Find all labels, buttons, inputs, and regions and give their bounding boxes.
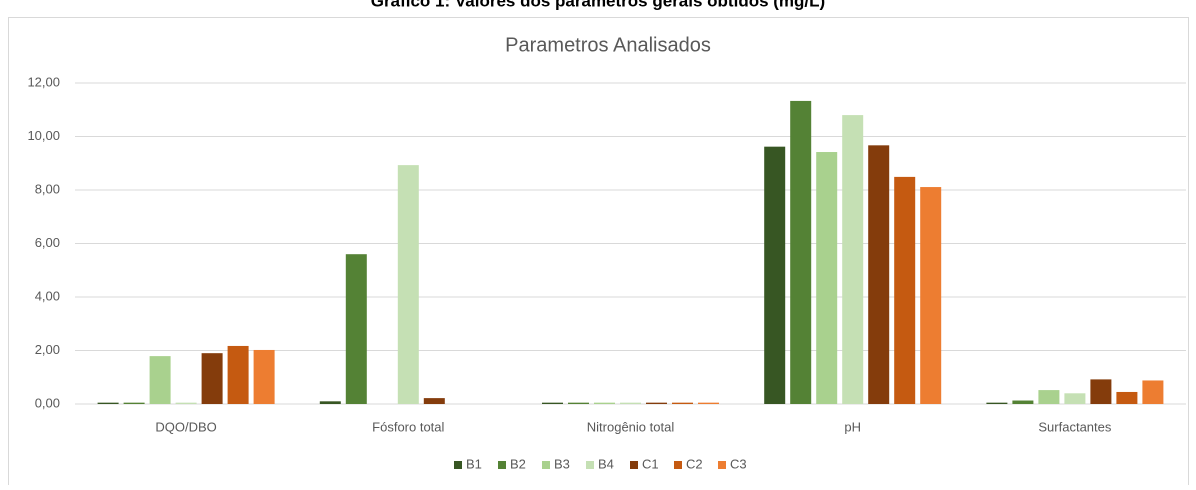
bar	[149, 356, 171, 404]
y-tick-label: 8,00	[35, 181, 60, 196]
bar	[894, 176, 916, 404]
legend-label: B4	[598, 456, 614, 471]
bar	[1064, 393, 1086, 404]
y-tick-label: 12,00	[27, 74, 60, 89]
bar	[175, 402, 197, 404]
bar	[1142, 380, 1164, 404]
bar	[1090, 379, 1112, 404]
legend-swatch	[586, 461, 594, 469]
bar	[672, 402, 693, 404]
bar	[345, 254, 367, 404]
x-tick-label: Surfactantes	[1038, 419, 1111, 434]
chart-title: Parametros Analisados	[505, 34, 711, 56]
bar	[397, 165, 419, 404]
legend-label: B2	[510, 456, 526, 471]
bar	[568, 402, 589, 404]
x-tick-label: pH	[844, 419, 861, 434]
legend-swatch	[542, 461, 550, 469]
bar	[790, 100, 812, 405]
legend-label: B3	[554, 456, 570, 471]
heading: Gráfico 1: Valores dos parâmetros gerais…	[371, 0, 825, 10]
x-tick-label: Nitrogênio total	[587, 419, 675, 434]
bar	[201, 353, 223, 404]
bar	[698, 402, 719, 404]
bar	[620, 402, 641, 404]
y-tick-label: 0,00	[35, 395, 60, 410]
y-tick-label: 10,00	[27, 128, 60, 143]
bar	[423, 398, 445, 404]
bar	[253, 349, 275, 404]
legend-label: C3	[730, 456, 747, 471]
bar	[97, 402, 119, 404]
bar	[123, 402, 145, 404]
bar	[842, 115, 864, 404]
bar	[319, 401, 341, 404]
bar	[986, 402, 1008, 404]
bar	[816, 152, 838, 404]
legend-swatch	[454, 461, 462, 469]
bar	[1038, 390, 1060, 404]
bar	[868, 145, 890, 404]
x-tick-label: Fósforo total	[372, 419, 444, 434]
bar	[594, 402, 615, 404]
y-tick-label: 6,00	[35, 235, 60, 250]
legend-label: B1	[466, 456, 482, 471]
bar	[920, 187, 942, 404]
bar	[1116, 391, 1138, 404]
legend-swatch	[630, 461, 638, 469]
x-tick-label: DQO/DBO	[155, 419, 216, 434]
legend-swatch	[718, 461, 726, 469]
bar	[1012, 400, 1034, 404]
y-tick-label: 2,00	[35, 342, 60, 357]
bar	[646, 402, 667, 404]
bar	[227, 345, 249, 404]
bar	[542, 402, 563, 404]
legend-label: C1	[642, 456, 659, 471]
legend-swatch	[498, 461, 506, 469]
y-tick-label: 4,00	[35, 288, 60, 303]
chart-frame	[8, 17, 1189, 488]
legend-swatch	[674, 461, 682, 469]
legend-label: C2	[686, 456, 703, 471]
bar	[764, 146, 786, 405]
